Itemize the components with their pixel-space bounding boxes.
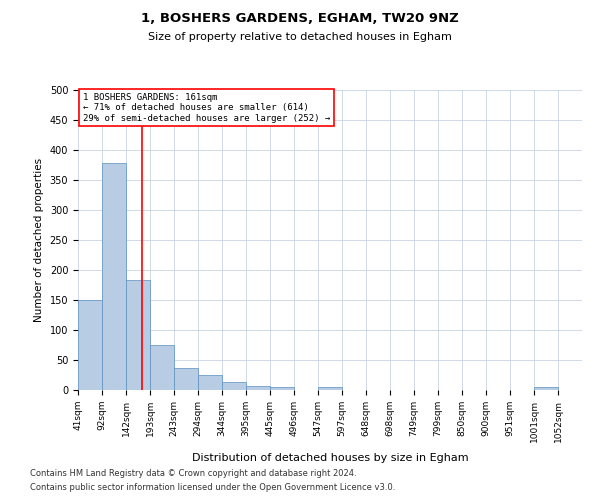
Text: Size of property relative to detached houses in Egham: Size of property relative to detached ho… [148, 32, 452, 42]
Text: 1 BOSHERS GARDENS: 161sqm
← 71% of detached houses are smaller (614)
29% of semi: 1 BOSHERS GARDENS: 161sqm ← 71% of detac… [83, 93, 330, 123]
Bar [270, 387, 294, 390]
Bar [318, 387, 342, 390]
Y-axis label: Number of detached properties: Number of detached properties [34, 158, 44, 322]
Bar [246, 386, 270, 390]
Bar [102, 163, 126, 390]
X-axis label: Distribution of detached houses by size in Egham: Distribution of detached houses by size … [191, 453, 469, 463]
Text: Contains HM Land Registry data © Crown copyright and database right 2024.: Contains HM Land Registry data © Crown c… [30, 468, 356, 477]
Bar [150, 345, 174, 390]
Bar [222, 382, 246, 390]
Text: 1, BOSHERS GARDENS, EGHAM, TW20 9NZ: 1, BOSHERS GARDENS, EGHAM, TW20 9NZ [141, 12, 459, 26]
Bar [534, 387, 558, 390]
Bar [198, 375, 222, 390]
Bar [174, 368, 198, 390]
Text: Contains public sector information licensed under the Open Government Licence v3: Contains public sector information licen… [30, 484, 395, 492]
Bar [78, 300, 102, 390]
Bar [126, 280, 150, 390]
